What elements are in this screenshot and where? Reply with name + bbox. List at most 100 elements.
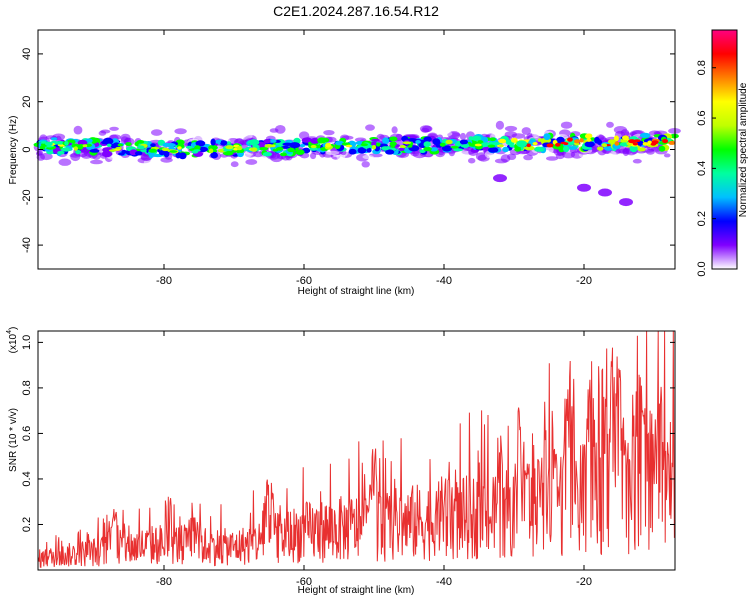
spectrogram-cell — [389, 136, 398, 142]
spectrogram-cell — [220, 140, 228, 146]
spectrogram-cell — [419, 149, 426, 153]
spectrogram-cell — [423, 146, 432, 152]
spectrogram-cell — [596, 139, 603, 146]
spectrogram-cell — [71, 143, 80, 148]
spectrogram-cell — [601, 143, 608, 148]
spectrogram-cell — [136, 140, 145, 144]
spectrogram-cell — [301, 137, 313, 143]
spectrogram-cell — [89, 149, 100, 153]
spectrogram-cell — [482, 147, 490, 151]
spectrogram-cell — [537, 138, 543, 142]
snr-panel: -80 -60 -40 -20 0.2 0.4 0.6 0.8 1.0 Height of s… — [6, 327, 676, 596]
spectrogram-cell — [225, 145, 234, 150]
spectrogram-cell — [662, 138, 669, 144]
spectrogram-cell — [456, 149, 470, 159]
snr-y-ticks: 0.2 0.4 0.6 0.8 1.0 — [21, 335, 675, 532]
spectrogram-cell — [516, 140, 528, 148]
spectrogram-cell — [555, 142, 561, 147]
spectrogram-cell — [161, 147, 170, 152]
spectrogram-cell — [360, 143, 368, 147]
spectrogram-features — [493, 174, 633, 207]
spectrogram-cell — [563, 142, 569, 146]
spectrogram-cell — [523, 154, 533, 161]
spectrogram-cell — [289, 142, 301, 149]
colorbar-gradient — [712, 30, 737, 269]
spectrogram-cell — [371, 145, 377, 150]
spectrogram-cell — [148, 148, 157, 153]
spectrogram-cell — [567, 137, 573, 142]
spectrogram-cell — [499, 144, 504, 148]
spectrogram-cell — [110, 143, 117, 149]
spectrogram-cell — [135, 151, 143, 156]
spectrogram-cell — [423, 136, 432, 143]
spectrogram-cell — [489, 137, 497, 142]
spectrogram-cell — [402, 141, 412, 145]
spectrogram-cell — [504, 125, 518, 132]
spectrogram-cell — [592, 129, 600, 137]
snr-x-label: Height of straight line (km) — [298, 585, 415, 596]
spectrogram-cell — [491, 142, 500, 146]
spectrogram-cell — [613, 135, 619, 142]
colorbar-tick-label: 0.0 — [696, 261, 708, 276]
spectrogram-cell — [632, 158, 642, 164]
spectrogram-cell — [299, 144, 306, 148]
spectrogram-cell — [118, 152, 125, 156]
spectrogram-cell — [398, 147, 405, 151]
spectrogram-x-ticks: -80 -60 -40 -20 — [156, 30, 592, 287]
spectrogram-cell — [371, 138, 380, 142]
spectrogram-cell — [606, 121, 614, 128]
spectrogram-cell — [546, 143, 554, 148]
spectrogram-cell — [117, 143, 124, 147]
spectrogram-cell — [210, 151, 218, 159]
spectrogram-cell — [546, 156, 558, 161]
spectrogram-cell — [357, 147, 367, 154]
spectrogram-cell — [500, 154, 511, 163]
snr-x-ticks: -80 -60 -40 -20 — [156, 331, 592, 588]
spectrogram-cell — [64, 141, 69, 146]
spectrogram-cell — [510, 137, 518, 143]
spectrogram-cell — [639, 132, 651, 138]
spectrogram-cell — [193, 149, 201, 152]
spectrogram-cell — [391, 126, 398, 134]
spectrogram-cell — [223, 149, 228, 152]
spectrogram-cell — [415, 140, 421, 144]
spectrogram-cell — [439, 142, 446, 147]
spectrogram-cell — [651, 140, 659, 145]
spectrogram-cell — [98, 130, 107, 136]
colorbar-tick-label: 0.6 — [696, 110, 708, 125]
spectrogram-cell — [177, 146, 182, 150]
spectrogram-y-ticks: 40 20 0 -20 -40 — [21, 48, 675, 253]
spectrogram-cell — [39, 145, 46, 151]
spectrogram-cell — [250, 147, 258, 152]
spectrogram-cell — [245, 159, 258, 165]
spectrogram-cell — [106, 143, 112, 147]
snr-x-tick-label: -40 — [436, 576, 452, 588]
spectrogram-cell — [488, 147, 499, 153]
spectrogram-cell — [310, 144, 317, 149]
spectrogram-cell — [632, 142, 639, 146]
spectrogram-cell — [399, 145, 406, 148]
spectrogram-cell — [608, 150, 617, 158]
spectrogram-cell — [443, 131, 453, 137]
spectrogram-cell — [258, 147, 269, 151]
spectrogram-cell — [81, 152, 92, 159]
spectrogram-cell — [169, 150, 178, 153]
spectrogram-cell — [178, 152, 187, 160]
spectrogram-cell — [628, 139, 636, 144]
snr-y-tick-label: 0.8 — [21, 380, 33, 395]
spectrogram-cell — [442, 145, 452, 152]
spectrogram-cell — [460, 144, 470, 148]
colorbar-tick-label: 0.8 — [696, 60, 708, 75]
spectrogram-y-tick-label: -20 — [21, 189, 33, 205]
spectrogram-cell — [498, 138, 507, 144]
spectrogram-cell — [252, 144, 260, 149]
spectrogram-cell — [262, 152, 272, 157]
spectrogram-cell — [73, 125, 83, 135]
colorbar-frame — [711, 29, 738, 270]
spectrogram-cell — [263, 139, 271, 144]
spectrogram-cell — [270, 153, 283, 163]
spectrogram-cell — [248, 139, 260, 146]
spectrogram-cell — [208, 148, 214, 154]
spectrogram-cell — [195, 140, 206, 147]
